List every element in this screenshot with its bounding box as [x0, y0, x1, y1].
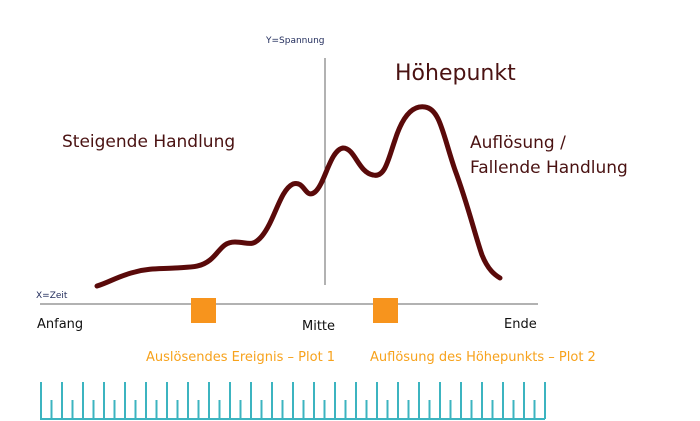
plot-point-marker: [191, 298, 216, 323]
ruler: [40, 382, 546, 420]
start-label: Anfang: [37, 317, 83, 332]
falling-label: Fallende Handlung: [470, 158, 628, 178]
x-axis-label: X=Zeit: [36, 291, 68, 301]
tension-curve: [94, 104, 503, 289]
middle-label: Mitte: [302, 319, 335, 334]
climax-label: Höhepunkt: [395, 61, 516, 86]
plot-point-marker: [373, 298, 398, 323]
y-axis-label: Y=Spannung: [265, 36, 325, 46]
end-label: Ende: [504, 317, 537, 332]
plot-point-label: Auslösendes Ereignis – Plot 1: [146, 350, 335, 365]
falling-label: Auflösung /: [470, 133, 566, 153]
plot-point-label: Auflösung des Höhepunkts – Plot 2: [370, 350, 596, 365]
rising-label: Steigende Handlung: [62, 132, 235, 152]
